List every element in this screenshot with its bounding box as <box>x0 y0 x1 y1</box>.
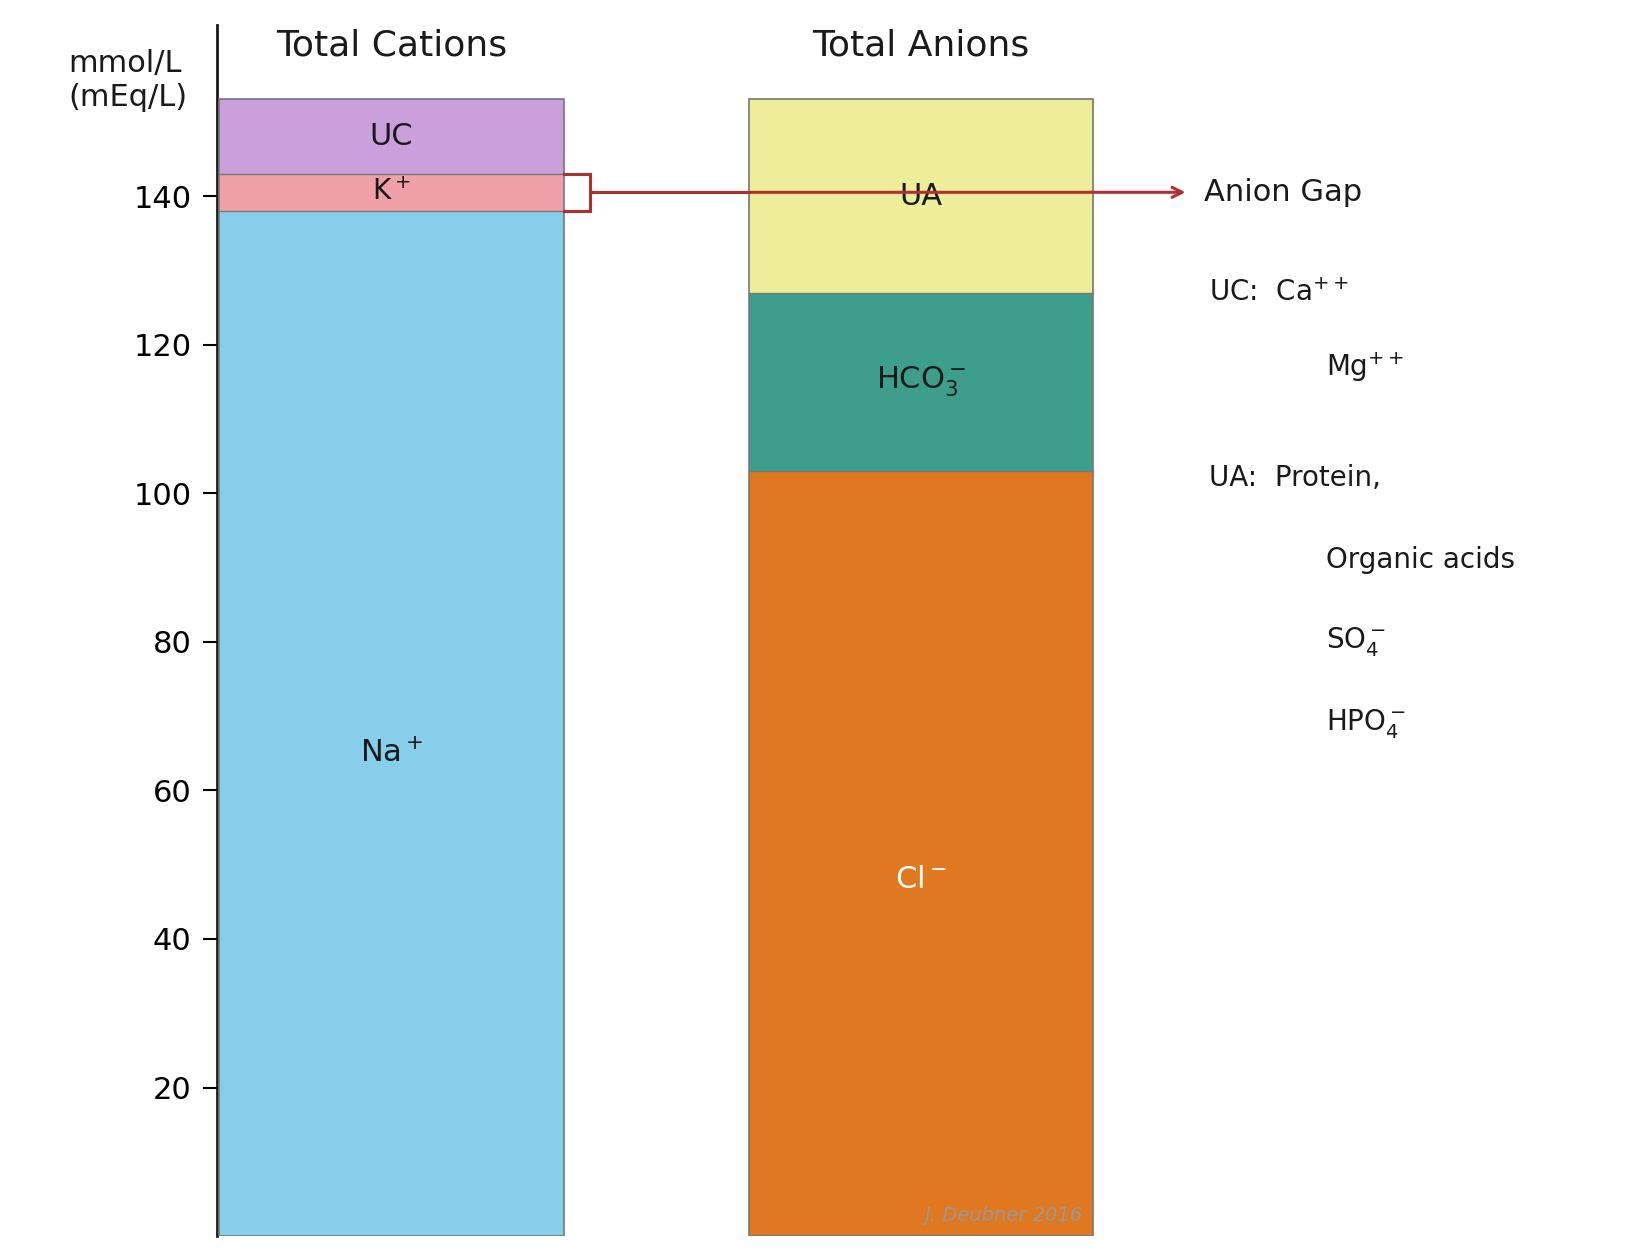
Text: Total Cations: Total Cations <box>275 29 507 63</box>
Text: Organic acids: Organic acids <box>1325 546 1514 574</box>
Text: UA:  Protein,: UA: Protein, <box>1209 464 1382 493</box>
Text: K$^+$: K$^+$ <box>372 178 411 206</box>
Bar <box>220 173 564 211</box>
Text: J. Deubner 2016: J. Deubner 2016 <box>924 1205 1082 1226</box>
Bar <box>748 99 1094 293</box>
Text: SO$_4^-$: SO$_4^-$ <box>1325 625 1385 659</box>
Text: UC: UC <box>370 122 414 151</box>
Bar <box>220 99 564 1236</box>
Text: Na$^+$: Na$^+$ <box>360 739 424 768</box>
Bar <box>220 99 564 173</box>
Text: Mg$^{++}$: Mg$^{++}$ <box>1325 349 1403 383</box>
Bar <box>748 293 1094 471</box>
Text: UC:  Ca$^{++}$: UC: Ca$^{++}$ <box>1209 279 1350 307</box>
Text: HCO$_3^-$: HCO$_3^-$ <box>875 365 967 398</box>
Text: UA: UA <box>900 181 942 210</box>
Bar <box>748 99 1094 1236</box>
Bar <box>748 471 1094 1236</box>
Text: Anion Gap: Anion Gap <box>1205 177 1363 207</box>
Bar <box>220 211 564 1236</box>
Text: HPO$_4^-$: HPO$_4^-$ <box>1325 706 1405 740</box>
Text: Total Anions: Total Anions <box>812 29 1030 63</box>
Text: mmol/L
(mEq/L): mmol/L (mEq/L) <box>68 49 187 112</box>
Text: Cl$^-$: Cl$^-$ <box>895 865 947 894</box>
